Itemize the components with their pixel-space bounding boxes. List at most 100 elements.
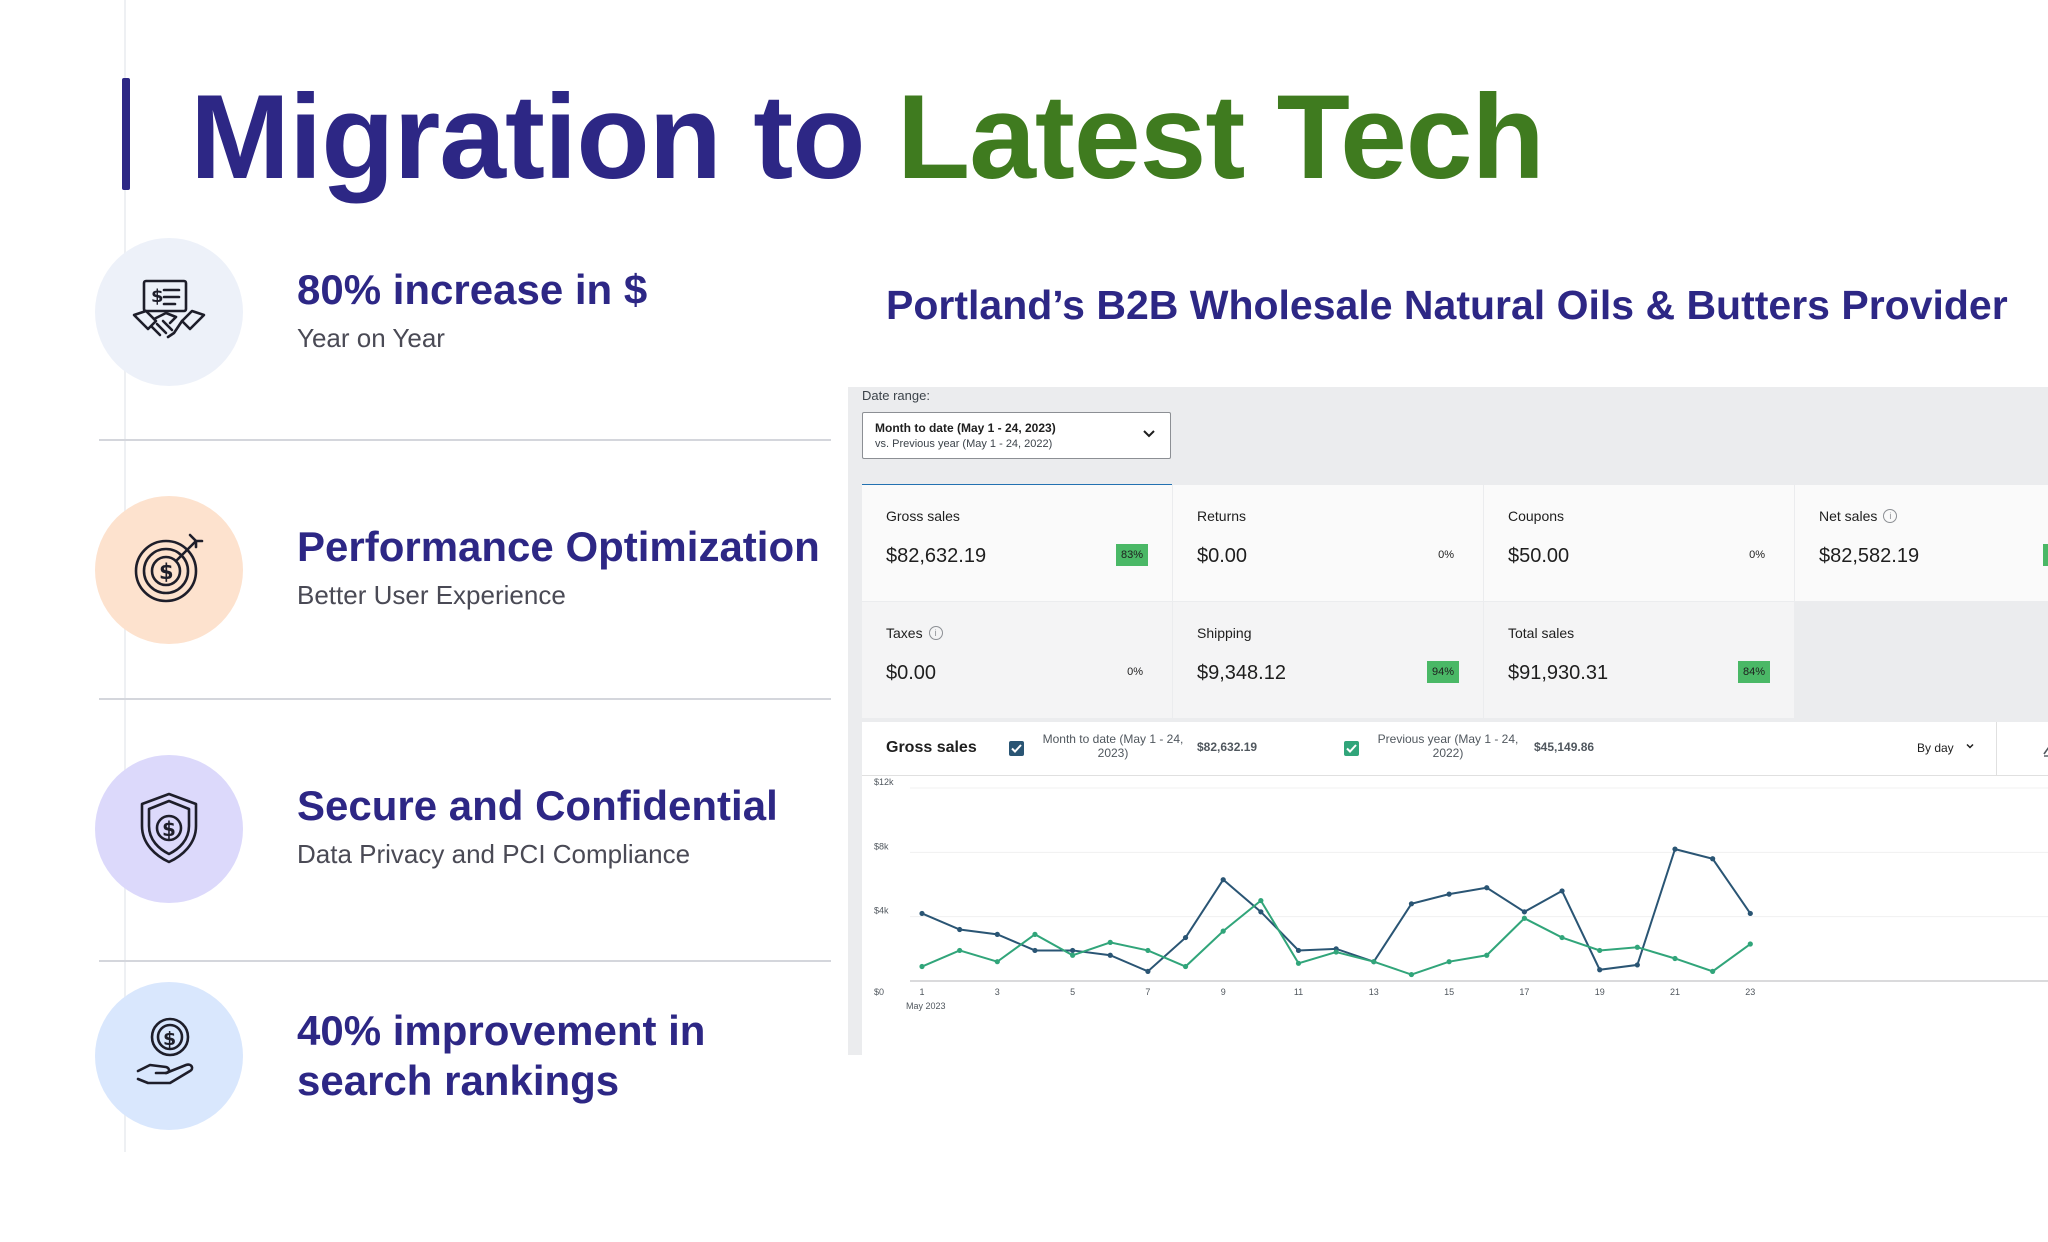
feature-subtext: Better User Experience [297, 580, 566, 610]
series-2-point [1182, 963, 1189, 970]
title-part-2: Latest Tech [896, 70, 1545, 204]
date-range-primary: Month to date (May 1 - 24, 2023) [875, 421, 1056, 435]
tile-value: $82,632.19 [886, 545, 987, 567]
series-2-point [1032, 931, 1038, 937]
series-1-point [1107, 952, 1113, 958]
svg-text:$: $ [151, 286, 164, 307]
divider [99, 698, 831, 700]
series-2-point [1597, 947, 1603, 954]
page-title: Migration to Latest Tech [190, 62, 1545, 212]
chart-title: Gross sales [886, 739, 977, 756]
tile-gross-sales[interactable]: Gross sales $82,632.19 83% [862, 485, 1172, 601]
feature-icon-circle: $ [95, 496, 243, 644]
tile-value: $0.00 [886, 662, 937, 684]
y-tick-label: $12k [874, 777, 894, 787]
svg-text:$: $ [159, 560, 174, 584]
tile-delta-badge: 0% [1438, 549, 1454, 561]
series-2-checkbox[interactable] [1344, 741, 1359, 756]
series-2-point [1484, 952, 1490, 958]
tile-value: $82,582.19 [1819, 545, 1920, 567]
tile-label: Gross sales [886, 508, 960, 524]
series-2-point [1446, 959, 1452, 965]
tile-taxes[interactable]: Taxes i $0.00 0% [862, 602, 1172, 718]
tile-label: Returns [1197, 508, 1247, 524]
tile-total-sales[interactable]: Total sales $91,930.31 84% [1484, 602, 1794, 718]
date-range-dropdown[interactable]: Month to date (May 1 - 24, 2023) vs. Pre… [862, 412, 1171, 459]
tile-delta-badge [2043, 544, 2048, 566]
date-range-compare: vs. Previous year (May 1 - 24, 2022) [875, 438, 1053, 450]
series-2-point [1107, 939, 1113, 945]
series-1-point [1446, 891, 1452, 897]
y-tick-label: $0 [874, 987, 884, 997]
series-1-legend: Month to date (May 1 - 24, 2023) [1038, 732, 1188, 760]
feature-heading-line-2: search rankings [297, 1057, 620, 1104]
chart-header: Gross sales Month to date (May 1 - 24, 2… [862, 722, 2048, 776]
x-tick-label: 17 [1519, 987, 1529, 997]
series-2-point [1408, 971, 1415, 978]
tile-delta-badge: 94% [1426, 661, 1459, 683]
series-2-point [1220, 928, 1226, 934]
series-1-name-line-1: Month to date (May 1 - 24, [1042, 732, 1184, 746]
line-chart-icon[interactable] [2042, 738, 2048, 763]
series-2-point [1333, 949, 1339, 955]
x-tick-label: 1 [919, 987, 924, 997]
series-2-point [1258, 897, 1264, 904]
gross-sales-chart: $0 $4k $8k $12k 1 3 5 7 9 11 13 15 17 19 21 23 May 2023 [862, 776, 2048, 1055]
series-1-name-line-2: 2023) [1097, 746, 1129, 760]
analytics-dashboard: Date range: Month to date (May 1 - 24, 2… [848, 387, 2048, 1055]
hand-coin-icon: $ [130, 1015, 208, 1098]
series-1-point [1220, 877, 1226, 883]
series-2-point [1747, 941, 1753, 947]
tile-delta-badge: 83% [1115, 544, 1148, 566]
info-icon[interactable]: i [1883, 509, 1898, 523]
feature-performance: $ Performance Optimization Better User E… [95, 496, 830, 756]
interval-label: By day [1917, 740, 1954, 755]
shield-dollar-icon: $ [130, 788, 208, 871]
series-2-total: $45,149.86 [1534, 740, 1595, 754]
interval-select[interactable]: By day [1917, 740, 1976, 755]
info-icon[interactable]: i [928, 626, 943, 640]
feature-security: $ Secure and Confidential Data Privacy a… [95, 755, 830, 1015]
handshake-invoice-icon: $ [130, 271, 208, 354]
series-1-point [1521, 909, 1527, 915]
title-accent-bar [122, 78, 130, 190]
tile-returns[interactable]: Returns $0.00 0% [1173, 485, 1483, 601]
chevron-down-icon [1140, 424, 1158, 447]
x-tick-label: 21 [1670, 987, 1680, 997]
y-tick-label: $8k [874, 841, 889, 851]
chevron-down-icon [1964, 740, 1976, 755]
series-1-point [1408, 901, 1415, 907]
feature-heading: 80% increase in $ [297, 266, 648, 313]
tile-label-text: Net sales [1819, 508, 1878, 524]
feature-subtext: Year on Year [297, 323, 445, 353]
series-1-point [1145, 968, 1151, 974]
x-tick-label: 13 [1369, 987, 1379, 997]
tile-label: Total sales [1508, 625, 1575, 641]
feature-seo: $ 40% improvement in search rankings [95, 982, 830, 1242]
tile-value: $0.00 [1197, 545, 1248, 567]
date-range-label: Date range: [862, 388, 930, 403]
series-1-point [1559, 888, 1565, 894]
feature-icon-circle: $ [95, 755, 243, 903]
series-1-point [957, 926, 963, 933]
tile-value: $9,348.12 [1197, 662, 1286, 684]
x-tick-label: 3 [995, 987, 1000, 997]
series-1-point [994, 931, 1000, 937]
series-2-point [1634, 944, 1640, 950]
tile-coupons[interactable]: Coupons $50.00 0% [1484, 485, 1794, 601]
tile-label-text: Taxes [886, 625, 923, 641]
series-1-total: $82,632.19 [1197, 740, 1258, 754]
series-1-checkbox[interactable] [1009, 741, 1024, 756]
series-2-point [994, 959, 1000, 965]
series-2-point [1295, 960, 1302, 966]
series-2-point [957, 947, 963, 954]
tile-net-sales[interactable]: Net sales i $82,582.19 [1795, 485, 2048, 601]
target-dollar-icon: $ [130, 529, 208, 612]
feature-heading-line-1: 40% improvement in [297, 1007, 706, 1054]
tile-shipping[interactable]: Shipping $9,348.12 94% [1173, 602, 1483, 718]
y-tick-label: $4k [874, 906, 889, 916]
tile-label: Net sales i [1819, 508, 1898, 524]
series-2-point [1672, 955, 1678, 962]
feature-icon-circle: $ [95, 238, 243, 386]
x-tick-label: 15 [1444, 987, 1454, 997]
